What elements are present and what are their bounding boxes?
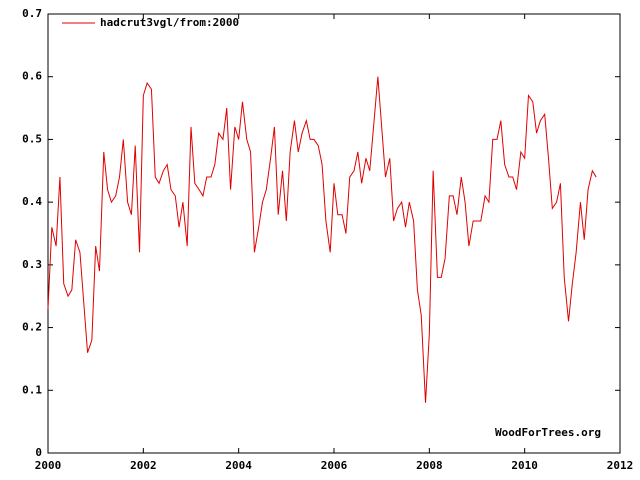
x-tick-label: 2000 bbox=[35, 459, 62, 472]
y-tick-label: 0.3 bbox=[22, 258, 42, 271]
y-tick-label: 0.7 bbox=[22, 7, 42, 20]
y-tick-label: 0 bbox=[35, 446, 42, 459]
x-tick-label: 2004 bbox=[225, 459, 252, 472]
y-tick-label: 0.5 bbox=[22, 132, 42, 145]
watermark: WoodForTrees.org bbox=[495, 426, 601, 439]
x-tick-label: 2010 bbox=[511, 459, 538, 472]
y-tick-label: 0.6 bbox=[22, 70, 42, 83]
x-tick-label: 2008 bbox=[416, 459, 443, 472]
series-line bbox=[47, 76, 597, 403]
x-tick-label: 2006 bbox=[321, 459, 348, 472]
legend-label: hadcrut3vgl/from:2000 bbox=[100, 16, 239, 29]
y-tick-label: 0.1 bbox=[22, 383, 42, 396]
y-tick-label: 0.2 bbox=[22, 321, 42, 334]
y-tick-label: 0.4 bbox=[22, 195, 42, 208]
x-tick-label: 2002 bbox=[130, 459, 157, 472]
x-tick-label: 2012 bbox=[607, 459, 634, 472]
